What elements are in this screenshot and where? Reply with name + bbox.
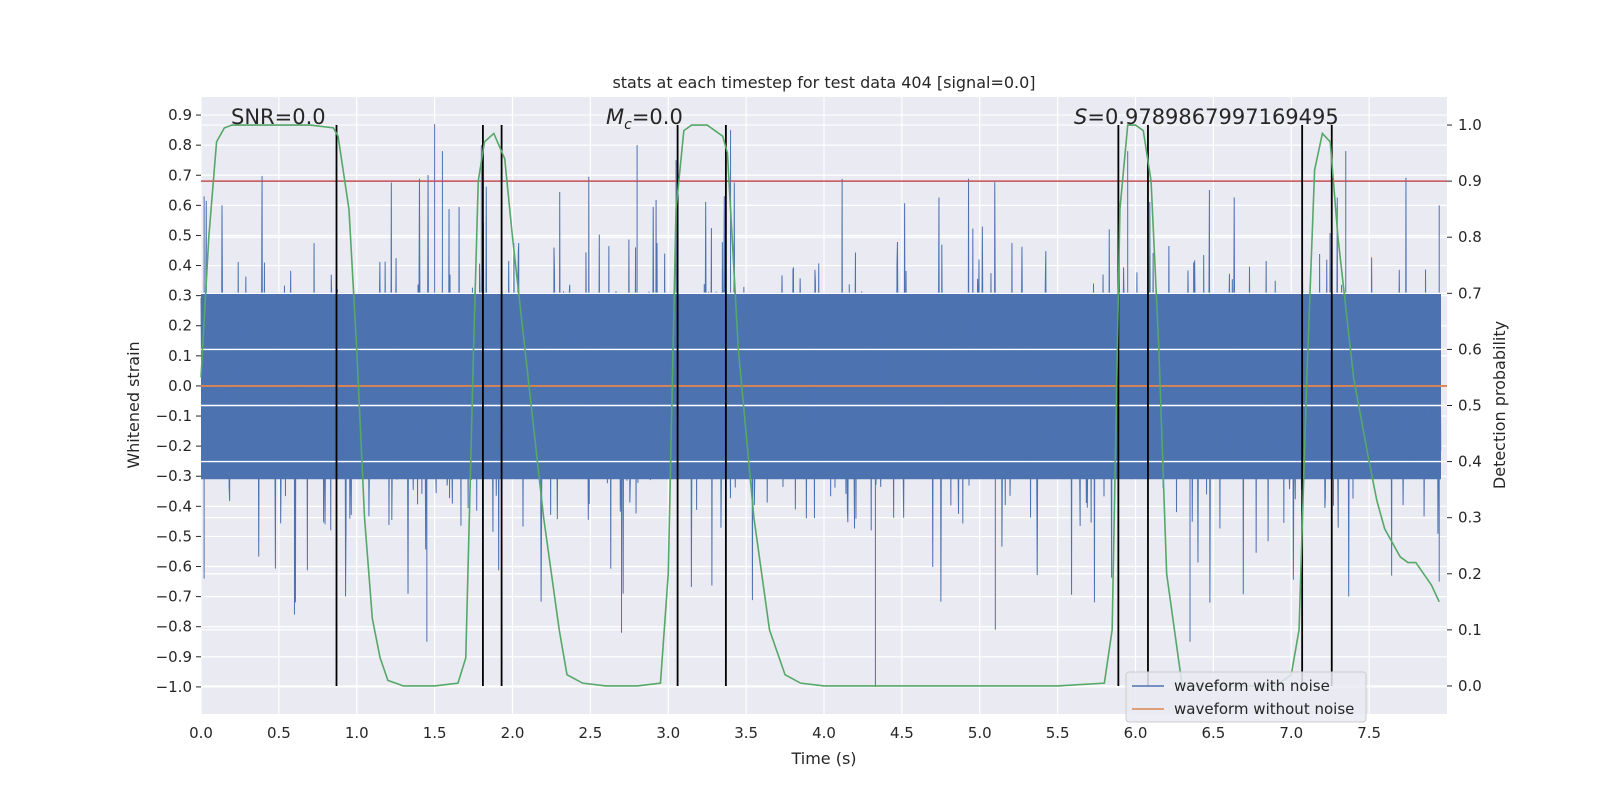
x-tick-label: 0.0 — [189, 724, 213, 742]
chirp-mass-annotation: Mc=0.0 — [606, 105, 683, 133]
y2-tick-label: 0.6 — [1458, 340, 1482, 358]
detection-probability-series — [200, 124, 1440, 687]
y-tick-label: 0.3 — [168, 287, 192, 305]
y-tick-label: −0.9 — [156, 648, 192, 666]
y2-tick-label: 0.4 — [1458, 453, 1482, 471]
x-tick-label: 2.5 — [578, 724, 602, 742]
s-symbol: S — [1074, 105, 1087, 129]
x-tick-label: 1.5 — [423, 724, 447, 742]
y-tick-label: −0.8 — [156, 618, 192, 636]
y-tick-label: 0.6 — [168, 196, 192, 214]
y-axis-left: 0.9 0.8 0.7 0.6 0.5 0.4 0.3 0.2 0.1 0.0 −0.1 −0.2 −0… — [156, 106, 201, 696]
x-tick-label: 3.5 — [734, 724, 758, 742]
y-axis-label: Whitened strain — [124, 341, 143, 468]
x-axis-label: Time (s) — [790, 749, 856, 768]
x-tick-label: 4.5 — [890, 724, 914, 742]
y-tick-label: 0.9 — [168, 106, 192, 124]
y2-tick-label: 1.0 — [1458, 116, 1482, 134]
legend: waveform with noise waveform without noi… — [1125, 671, 1367, 723]
y-tick-label: −0.4 — [156, 497, 192, 515]
y2-tick-label: 0.7 — [1458, 284, 1482, 302]
y-tick-label: 0.4 — [168, 257, 192, 275]
y-tick-label: 0.5 — [168, 226, 192, 244]
y2-tick-label: 0.5 — [1458, 397, 1482, 415]
y2-axis-label: Detection probability — [1490, 321, 1509, 489]
y2-tick-label: 0.1 — [1458, 621, 1482, 639]
y-tick-label: 0.7 — [168, 166, 192, 184]
y2-tick-label: 0.2 — [1458, 565, 1482, 583]
y-tick-label: −0.3 — [156, 467, 192, 485]
noise-trace — [200, 124, 1442, 687]
chirp-mass-subscript: c — [624, 117, 632, 133]
chirp-mass-symbol: M — [606, 105, 624, 129]
y2-tick-label: 0.8 — [1458, 228, 1482, 246]
y-tick-label: 0.8 — [168, 136, 192, 154]
snr-annotation: SNR=0.0 — [231, 105, 326, 129]
s-annotation: S=0.9789867997169495 — [1074, 105, 1339, 129]
y2-tick-label: 0.9 — [1458, 172, 1482, 190]
y-tick-label: −0.5 — [156, 527, 192, 545]
y-tick-label: −0.7 — [156, 588, 192, 606]
chart-title: stats at each timestep for test data 404… — [612, 73, 1035, 92]
x-tick-label: 2.0 — [501, 724, 525, 742]
y2-tick-label: 0.3 — [1458, 509, 1482, 527]
legend-box — [1125, 671, 1367, 723]
x-tick-label: 3.0 — [656, 724, 680, 742]
x-tick-label: 7.0 — [1279, 724, 1303, 742]
x-tick-label: 1.0 — [345, 724, 369, 742]
x-tick-label: 5.5 — [1046, 724, 1070, 742]
y-tick-label: −0.1 — [156, 407, 192, 425]
y-tick-label: −1.0 — [156, 678, 192, 696]
x-tick-label: 7.5 — [1357, 724, 1381, 742]
x-tick-label: 0.5 — [267, 724, 291, 742]
y-tick-label: −0.2 — [156, 437, 192, 455]
event-markers — [335, 125, 1333, 686]
x-tick-label: 5.0 — [968, 724, 992, 742]
y2-tick-label: 0.0 — [1458, 677, 1482, 695]
legend-label-noise: waveform with noise — [1174, 677, 1330, 695]
legend-label-clean: waveform without noise — [1174, 700, 1354, 718]
y-tick-label: 0.2 — [168, 317, 192, 335]
y-axis-right: 1.0 0.9 0.8 0.7 0.6 0.5 0.4 0.3 0.2 0.1 0.0 — [1447, 116, 1482, 695]
x-tick-label: 6.0 — [1124, 724, 1148, 742]
y-tick-label: 0.0 — [168, 377, 192, 395]
y-tick-label: −0.6 — [156, 558, 192, 576]
x-axis: 0.0 0.5 1.0 1.5 2.0 2.5 3.0 3.5 4.0 4.5 5.0 5.5 6.0 6… — [189, 724, 1381, 742]
y-tick-label: 0.1 — [168, 347, 192, 365]
s-value: =0.9789867997169495 — [1087, 105, 1338, 129]
chirp-mass-value: =0.0 — [632, 105, 683, 129]
x-tick-label: 6.5 — [1201, 724, 1225, 742]
x-tick-label: 4.0 — [812, 724, 836, 742]
